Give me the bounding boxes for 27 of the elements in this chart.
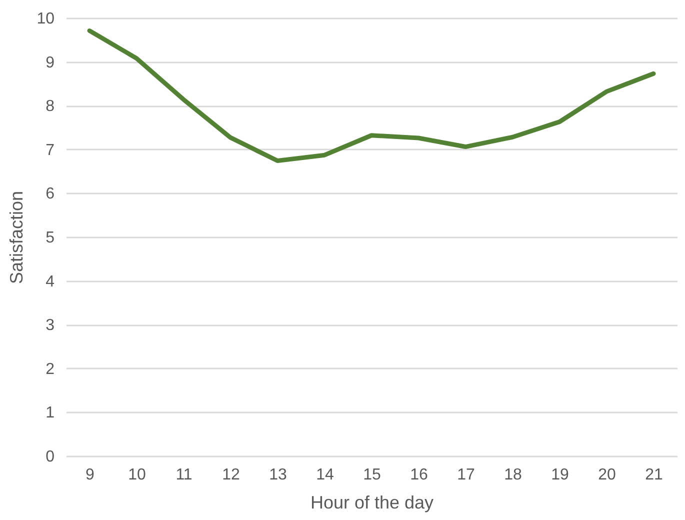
y-tick-label: 1 <box>46 404 55 422</box>
y-tick-label: 8 <box>46 98 55 116</box>
y-tick-label: 6 <box>46 186 55 203</box>
y-tick-label: 4 <box>46 273 55 290</box>
y-tick-label: 7 <box>46 142 55 159</box>
x-tick-label: 11 <box>176 466 192 484</box>
line-series <box>87 28 656 164</box>
y-tick-label: 10 <box>36 10 55 28</box>
x-tick-label: 16 <box>410 466 428 484</box>
x-tick-label: 20 <box>598 466 616 484</box>
x-tick-label: 18 <box>504 466 522 484</box>
x-tick-label: 21 <box>645 466 663 484</box>
x-tick-label: 15 <box>363 466 381 484</box>
x-tick-label: 17 <box>457 466 475 484</box>
x-axis-title: Hour of the day <box>310 492 434 512</box>
x-tick-label: 19 <box>551 466 569 484</box>
y-axis-title: Satisfaction <box>6 190 27 284</box>
x-tick-label: 12 <box>222 466 240 484</box>
y-tick-label: 2 <box>46 360 55 378</box>
x-tick-label: 9 <box>86 466 95 484</box>
x-tick-label: 14 <box>316 466 334 484</box>
y-tick-label: 3 <box>46 317 55 334</box>
y-tick-label: 0 <box>46 448 55 466</box>
y-tick-label: 9 <box>46 54 55 72</box>
x-tick-label: 13 <box>269 466 287 484</box>
x-tick-label: 10 <box>128 466 146 484</box>
y-tick-label: 5 <box>46 230 55 246</box>
